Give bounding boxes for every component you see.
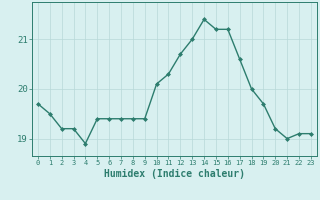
X-axis label: Humidex (Indice chaleur): Humidex (Indice chaleur) (104, 169, 245, 179)
